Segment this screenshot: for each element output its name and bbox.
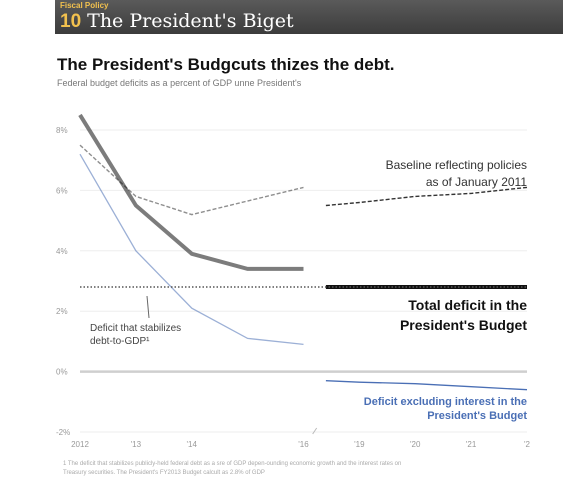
y-tick-label: 4% [56,247,68,256]
label-total-2: President's Budget [400,317,527,333]
label-excl-interest-2: President's Budget [427,410,527,422]
y-tick-label: 6% [56,186,68,195]
section-title-text: The President's Biget [87,10,294,32]
y-tick-label: -2% [56,428,70,437]
section-title: 10 The President's Biget [60,10,294,33]
footnote-line-2: Treasury securities. The President's FY2… [63,470,265,476]
series-line-0-seg-1 [325,186,528,207]
chart-subtitle: Federal budget deficits as a percent of … [57,78,302,88]
section-number: 10 [60,11,82,32]
footnote-line-1: 1 The deficit that stabilizes publicly-h… [63,461,402,467]
section-kicker: Fiscal Policy [60,1,109,10]
label-stabilize-2: debt-to-GDP¹ [90,336,150,347]
series-line-1-seg-0 [78,113,304,271]
y-tick-label: 8% [56,126,68,135]
series-line-2-seg-1 [325,380,528,391]
x-tick-label: '20 [410,440,421,449]
x-tick-label: '14 [187,440,198,449]
label-total-1: Total deficit in the [408,297,527,313]
label-baseline-1: Baseline reflecting policies [386,158,527,172]
x-tick-label: '19 [354,440,365,449]
chart-title: The President's Budgcuts thizes the debt… [57,55,395,74]
footnote: 1 The deficit that stabilizes publicly-h… [63,460,533,478]
x-tick-label: '13 [131,440,142,449]
label-excl-interest-1: Deficit excluding interest in the [364,396,527,408]
label-stabilize-1: Deficit that stabilizes [90,323,181,334]
series-line-0-seg-0 [79,144,304,216]
x-tick-label: '16 [298,440,309,449]
x-tick-label: '2 [524,440,531,449]
x-tick-label: '21 [466,440,477,449]
axis-break-mark [312,427,318,435]
x-tick-label: 2012 [71,440,89,449]
section-header: Fiscal Policy 10 The President's Biget [55,0,563,34]
y-tick-label: 0% [56,368,68,377]
label-baseline-2: as of January 2011 [426,175,528,189]
series-line-2-seg-0 [79,153,304,346]
stabilize-leader-line [146,295,150,319]
y-tick-label: 2% [56,307,68,316]
